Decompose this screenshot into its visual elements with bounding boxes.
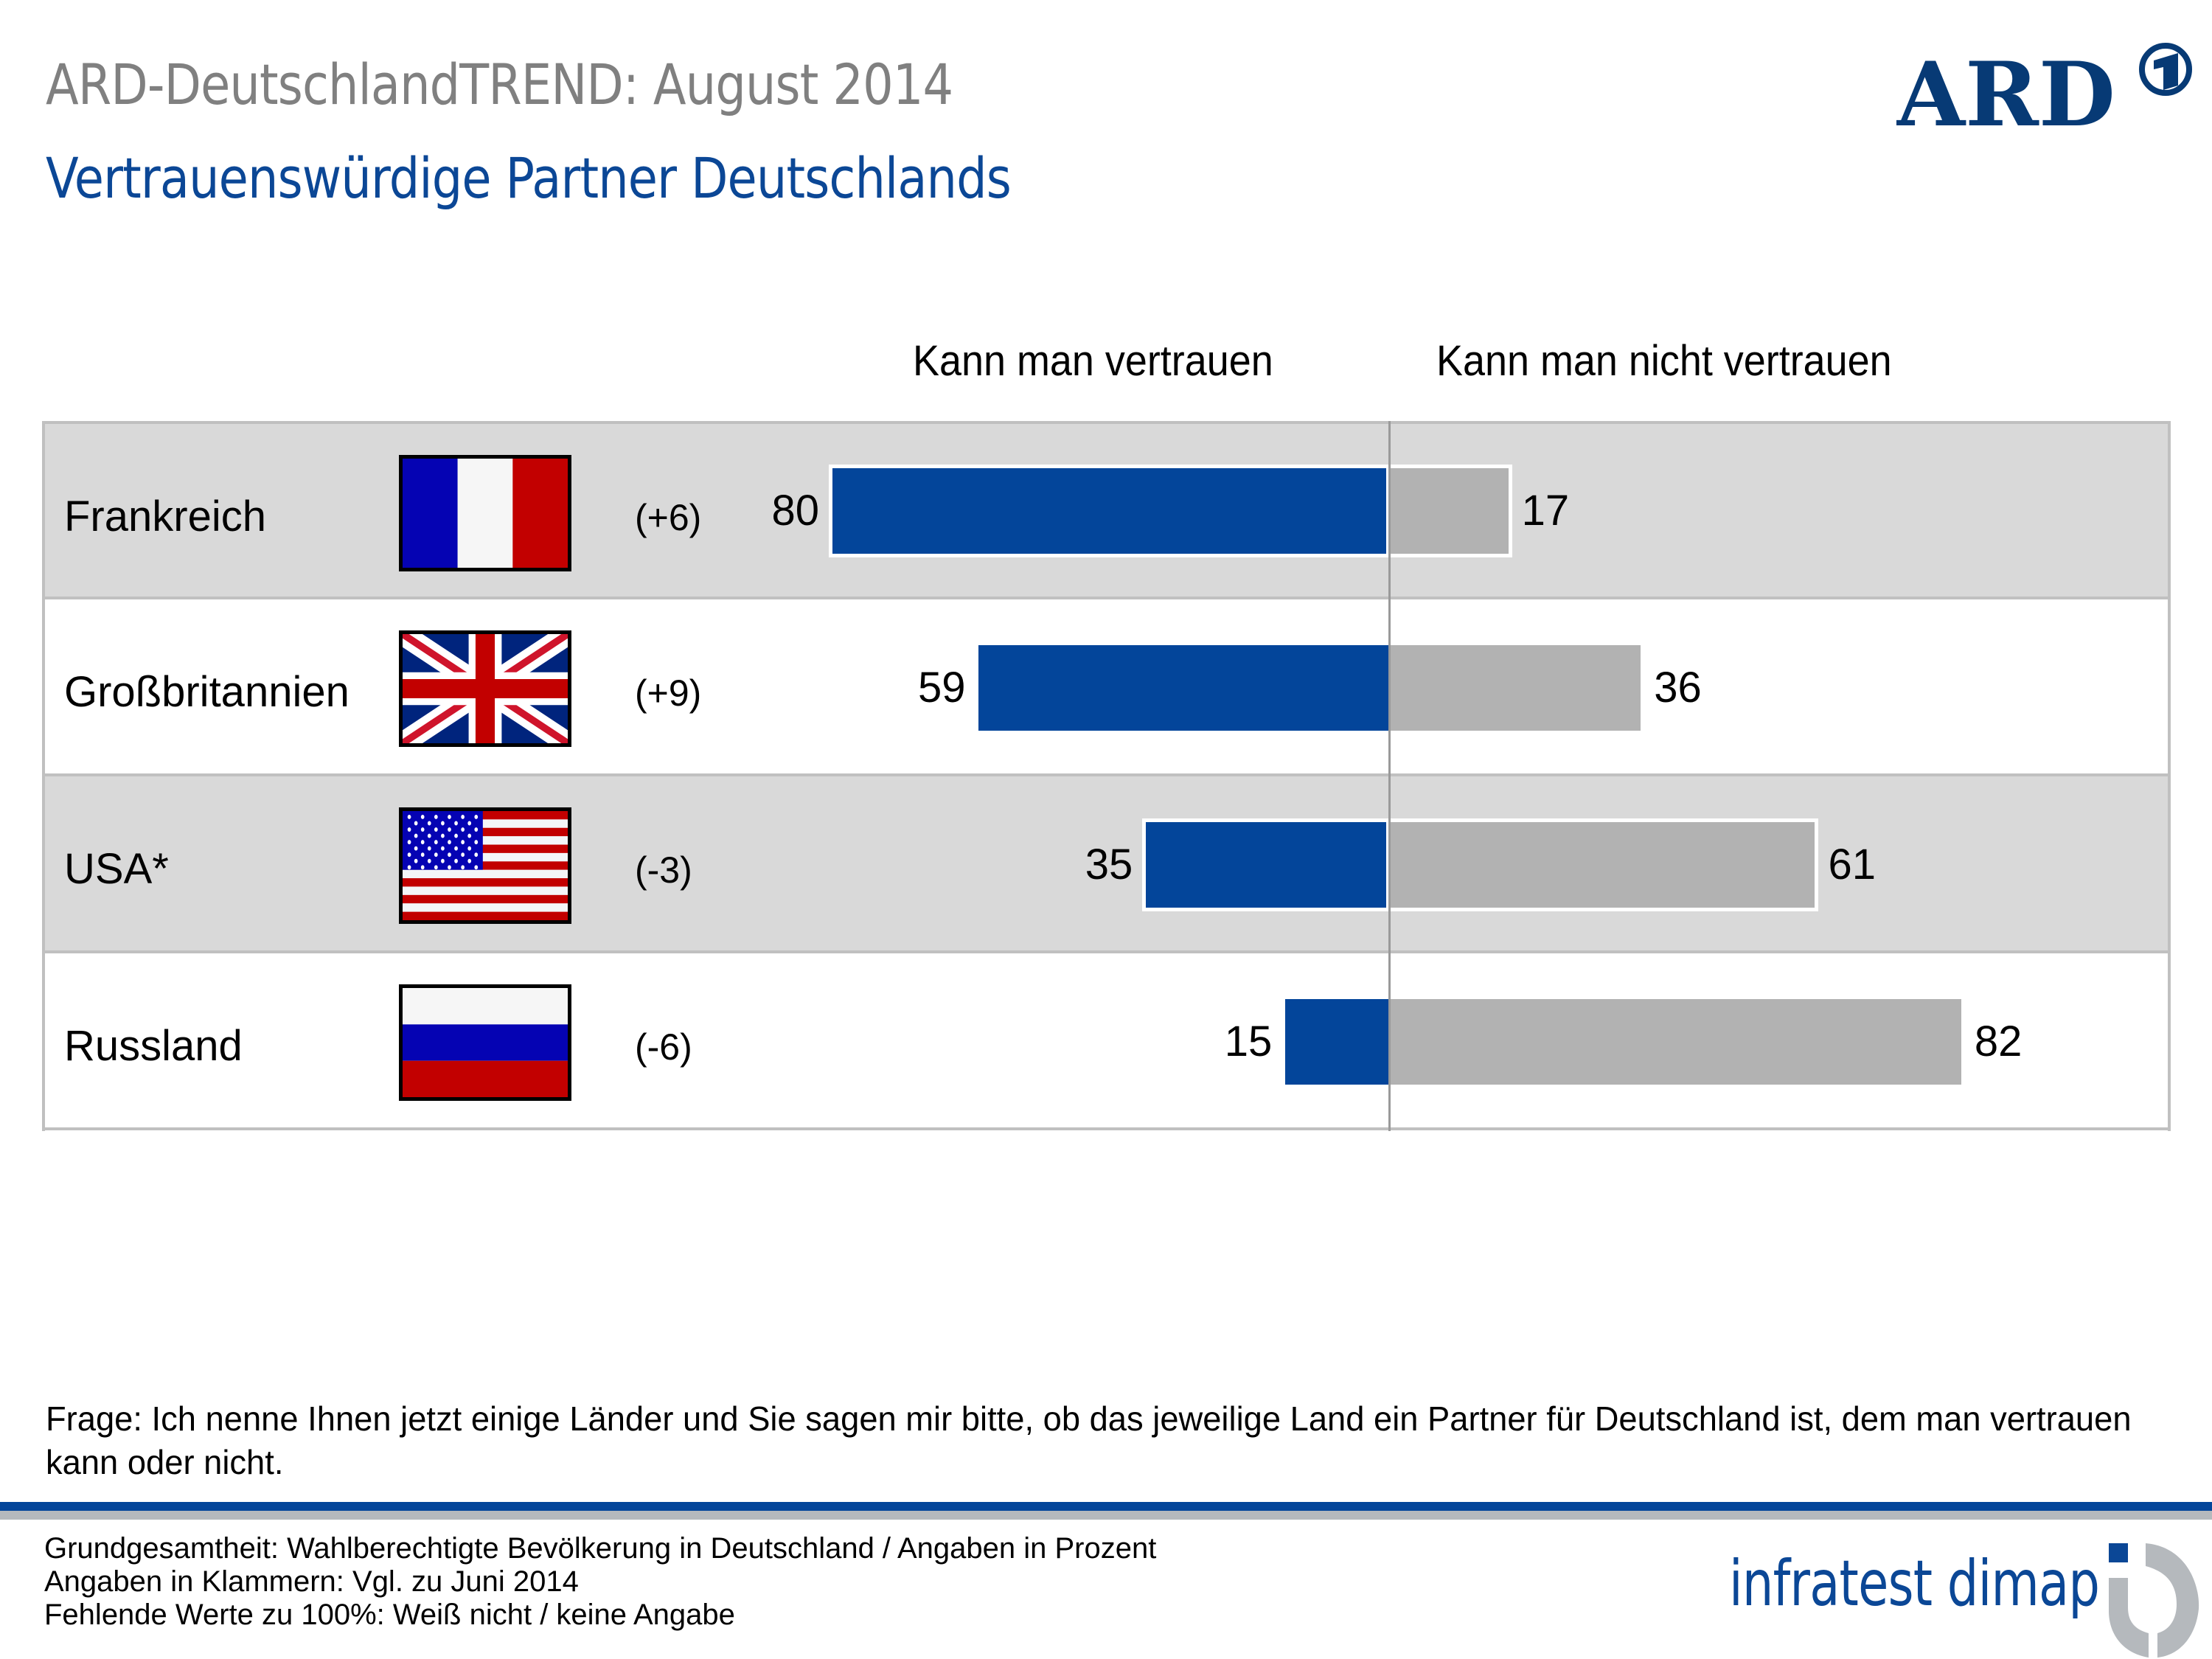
chart-subtitle: Vertrauenswürdige Partner Deutschlands (46, 145, 1012, 211)
bar-trust (829, 465, 1394, 557)
legend-distrust: Kann man nicht vertrauen (1436, 337, 1892, 385)
chart-title: ARD-DeutschlandTREND: August 2014 (46, 52, 953, 117)
change-value: (-6) (635, 1026, 692, 1068)
bar-distrust (1385, 818, 1819, 911)
russia-flag-icon (399, 984, 571, 1101)
table-row: Großbritannien (+9) (45, 599, 2168, 776)
table-row: Russland (-6) (45, 953, 2168, 1130)
infratest-logo-icon (2109, 1543, 2199, 1658)
footnote-base: Grundgesamtheit: Wahlberechtigte Bevölke… (44, 1532, 1157, 1565)
footer-rule-gray (0, 1511, 2212, 1520)
usa-flag-icon (399, 807, 571, 924)
data-label-trust: 35 (1085, 841, 1133, 888)
data-label-trust: 15 (1224, 1018, 1273, 1065)
country-label: Russland (64, 1022, 243, 1070)
change-value: (+6) (635, 497, 702, 538)
country-label: USA* (64, 845, 169, 893)
bar-trust (978, 645, 1390, 731)
bar-distrust (1390, 999, 1961, 1085)
data-label-distrust: 17 (1521, 487, 1570, 535)
data-label-distrust: 82 (1974, 1018, 2023, 1065)
country-label: Frankreich (64, 493, 266, 540)
infratest-dimap-logo-text: infratest dimap (1729, 1547, 2100, 1621)
table-row: Frankreich (+6) (45, 421, 2168, 599)
change-value: (-3) (635, 849, 692, 891)
zero-axis-line (1388, 421, 1391, 1131)
data-label-distrust: 36 (1654, 664, 1702, 712)
data-label-trust: 59 (917, 664, 966, 712)
footnote-brackets: Angaben in Klammern: Vgl. zu Juni 2014 (44, 1565, 579, 1598)
question-text: Frage: Ich nenne Ihnen jetzt einige Länd… (46, 1399, 2132, 1481)
bar-distrust (1390, 645, 1641, 731)
country-label: Großbritannien (64, 668, 349, 716)
footer-rule-blue (0, 1502, 2212, 1511)
ard-logo: ARD (1896, 43, 2192, 139)
bar-distrust (1386, 465, 1512, 557)
bar-trust (1285, 999, 1390, 1085)
ard-logo-text: ARD (1896, 43, 2115, 139)
bar-trust (1142, 818, 1394, 911)
data-label-trust: 80 (771, 487, 819, 535)
france-flag-icon (399, 455, 571, 571)
data-label-distrust: 61 (1828, 841, 1876, 888)
uk-flag-icon (399, 630, 571, 747)
legend-trust: Kann man vertrauen (913, 337, 1273, 385)
change-value: (+9) (635, 672, 702, 714)
footnote-missing: Fehlende Werte zu 100%: Weiß nicht / kei… (44, 1599, 735, 1631)
ard-one-icon (2139, 43, 2192, 96)
